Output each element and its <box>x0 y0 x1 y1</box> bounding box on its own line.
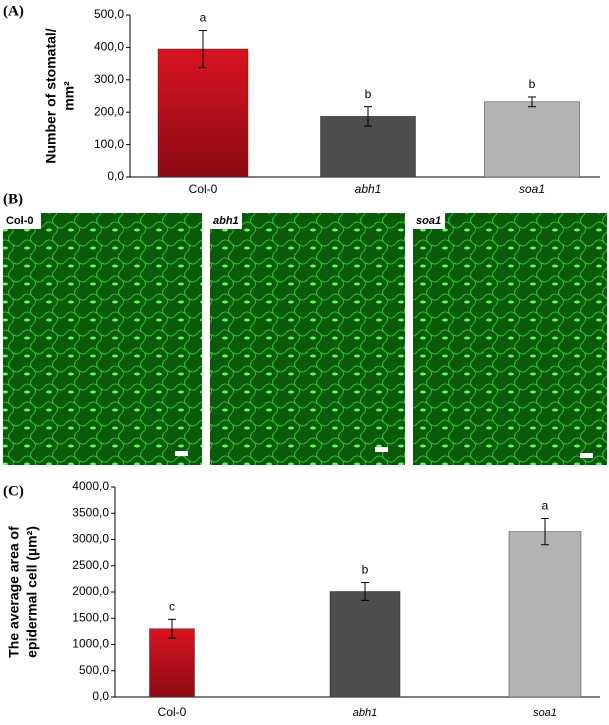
bar <box>484 101 580 178</box>
y-tick-label: 100,0 <box>94 137 124 151</box>
y-tick-label: 2000,0 <box>72 584 109 598</box>
y-tick-label: 1000,0 <box>72 637 109 651</box>
scale-bar <box>175 451 188 456</box>
y-tick-label: 300,0 <box>94 72 124 86</box>
y-tick-label: 400,0 <box>94 40 124 54</box>
annotation: b <box>362 563 369 577</box>
annotation: b <box>365 87 372 101</box>
x-tick-label: abh1 <box>355 182 382 196</box>
x-tick-label: abh1 <box>353 707 377 719</box>
micrograph <box>413 213 607 465</box>
y-tick-label: 0,0 <box>92 689 109 703</box>
y-tick-label: 500,0 <box>79 663 109 677</box>
y-tick-label: 0,0 <box>107 169 124 183</box>
bar <box>508 531 582 698</box>
micrograph <box>3 213 202 465</box>
y-tick-label: 500,0 <box>94 7 124 21</box>
x-tick-label: soa1 <box>519 182 545 196</box>
micrograph-label: soa1 <box>416 215 441 227</box>
annotation: a <box>200 11 207 25</box>
x-tick-label: Col-0 <box>189 182 218 196</box>
x-tick-label: Col-0 <box>158 705 187 719</box>
label-box <box>413 213 445 229</box>
panel-label: (C) <box>3 483 24 499</box>
y-tick-label: 4000,0 <box>72 479 109 493</box>
annotation: c <box>169 599 175 613</box>
y-tick-label: 3000,0 <box>72 532 109 546</box>
y-tick-label: 3500,0 <box>72 505 109 519</box>
bar <box>149 628 195 698</box>
error-bar <box>541 518 549 546</box>
error-bar <box>199 30 207 68</box>
error-bar <box>528 96 536 108</box>
micrograph <box>210 213 405 465</box>
annotation: a <box>542 499 549 513</box>
panel-label: (A) <box>3 3 24 19</box>
panel-label: (B) <box>3 191 23 207</box>
label-box <box>3 213 41 229</box>
y-tick-label: 200,0 <box>94 104 124 118</box>
x-tick-label: soa1 <box>533 707 557 719</box>
y-axis-label: mm² <box>61 81 77 111</box>
y-axis-label: Number of stomatal/ <box>43 28 59 163</box>
scale-bar <box>375 447 388 452</box>
annotation: b <box>529 77 536 91</box>
micrograph-label: abh1 <box>213 215 239 227</box>
y-tick-label: 2500,0 <box>72 558 109 572</box>
y-axis-label: The average area of <box>6 526 22 658</box>
error-bar <box>364 106 372 127</box>
error-bar <box>168 618 176 639</box>
error-bar <box>361 582 369 601</box>
label-box <box>210 213 242 229</box>
micrograph-label: Col-0 <box>6 215 34 227</box>
y-axis-label: epidermal cell (µm²) <box>24 526 40 658</box>
y-tick-label: 1500,0 <box>72 610 109 624</box>
micrographs: Col-0 abh1 soa1 <box>3 213 607 465</box>
bar <box>157 48 249 178</box>
bar <box>329 591 401 698</box>
scale-bar <box>580 453 593 458</box>
